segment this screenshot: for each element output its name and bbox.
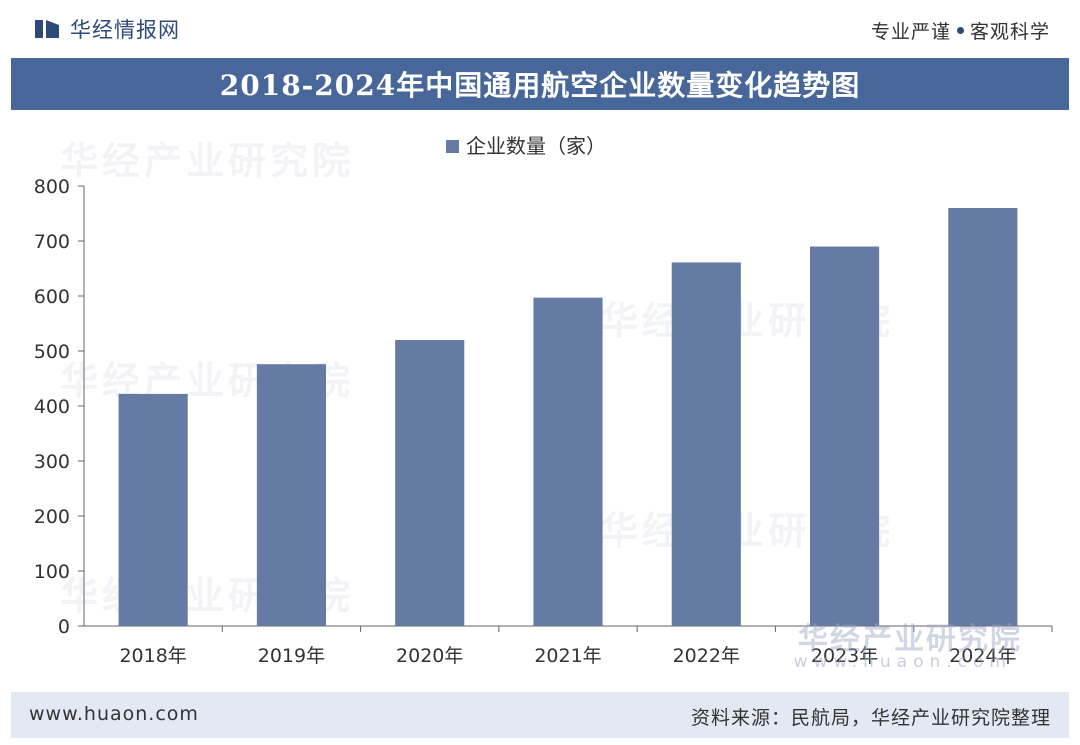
slogan-left: 专业严谨 bbox=[870, 21, 951, 43]
y-tick-label: 600 bbox=[34, 286, 70, 308]
watermark-brand: 华经产业研究院 bbox=[798, 622, 1022, 657]
x-tick-label: 2018年 bbox=[119, 645, 186, 667]
footer-source: 资料来源：民航局，华经产业研究院整理 bbox=[690, 707, 1051, 729]
y-tick-label: 0 bbox=[58, 616, 70, 638]
x-tick-label: 2023年 bbox=[811, 645, 878, 667]
y-tick-label: 300 bbox=[34, 451, 70, 473]
chart-area: 企业数量（家） 0 100 200 300 400 500 600 700 800 2018年 201… bbox=[0, 112, 1080, 690]
slogan-right: 客观科学 bbox=[969, 21, 1050, 43]
watermark-url: www.huaon.com bbox=[793, 652, 1012, 672]
bar bbox=[948, 208, 1018, 626]
y-tick-label: 100 bbox=[34, 561, 70, 583]
bar bbox=[256, 364, 326, 626]
bar bbox=[671, 262, 741, 626]
bar bbox=[118, 393, 188, 626]
legend-swatch bbox=[446, 140, 459, 153]
x-tick-label: 2019年 bbox=[258, 645, 325, 667]
brand-logo-icon bbox=[35, 20, 59, 38]
y-tick-label: 200 bbox=[34, 506, 70, 528]
brand-name: 华经情报网 bbox=[70, 18, 180, 42]
y-tick-label: 500 bbox=[34, 341, 70, 363]
x-tick-label: 2022年 bbox=[673, 645, 740, 667]
bar bbox=[395, 340, 465, 626]
header: 华经情报网 专业严谨 客观科学 bbox=[0, 0, 1080, 56]
slogan-dot-icon bbox=[956, 27, 964, 34]
bar bbox=[533, 297, 603, 626]
footer-url-link[interactable]: www.huaon.com bbox=[29, 703, 199, 725]
x-tick-label: 2024年 bbox=[949, 645, 1016, 667]
x-tick-label: 2021年 bbox=[534, 645, 601, 667]
footer: www.huaon.com 资料来源：民航局，华经产业研究院整理 bbox=[11, 692, 1069, 738]
y-tick-label: 800 bbox=[34, 176, 70, 198]
x-tick-label: 2020年 bbox=[396, 645, 463, 667]
y-tick-label: 400 bbox=[34, 396, 70, 418]
title-bar: 2018-2024年中国通用航空企业数量变化趋势图 bbox=[11, 58, 1069, 110]
bar bbox=[810, 246, 880, 626]
slogan: 专业严谨 客观科学 bbox=[871, 17, 1050, 44]
legend-label: 企业数量（家） bbox=[466, 134, 606, 158]
brand[interactable]: 华经情报网 bbox=[34, 14, 180, 44]
chart-title: 2018-2024年中国通用航空企业数量变化趋势图 bbox=[219, 69, 861, 102]
y-tick-label: 700 bbox=[34, 231, 70, 253]
bar-chart: 企业数量（家） 0 100 200 300 400 500 600 700 800 2018年 201… bbox=[34, 134, 1053, 667]
